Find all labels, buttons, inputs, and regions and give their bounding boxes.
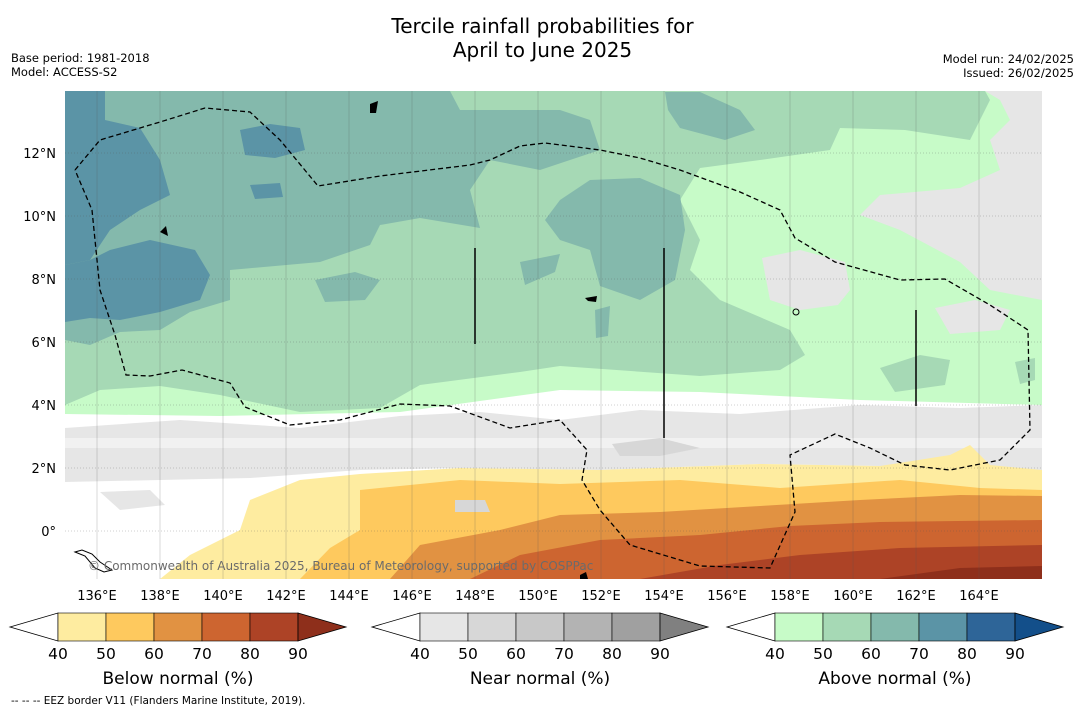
base-period: Base period: 1981-2018 xyxy=(11,51,150,65)
lon-label: 138°E xyxy=(140,589,180,604)
footnote: -- -- -- EEZ border V11 (Flanders Marine… xyxy=(11,695,306,707)
lon-label: 152°E xyxy=(581,589,621,604)
colorbar-title: Below normal (%) xyxy=(103,669,254,689)
island-mark xyxy=(73,549,114,573)
colorbar-tick: 50 xyxy=(458,645,478,663)
graticule xyxy=(65,152,1042,532)
lon-label: 154°E xyxy=(644,589,684,604)
island-mark xyxy=(580,572,588,579)
lon-label: 142°E xyxy=(266,589,306,604)
colorbar-tick: 90 xyxy=(288,645,308,663)
meta-left: Base period: 1981-2018 Model: ACCESS-S2 xyxy=(11,51,150,79)
colorbar-low-arrow xyxy=(370,612,421,642)
eez-border xyxy=(74,107,1031,569)
colorbar-segment xyxy=(515,612,565,642)
colorbar-tick: 80 xyxy=(602,645,622,663)
colorbar-tick: 60 xyxy=(861,645,881,663)
colorbar-segment xyxy=(918,612,968,642)
colorbar-tick: 70 xyxy=(909,645,929,663)
model-name: Model: ACCESS-S2 xyxy=(11,65,118,79)
lon-label: 140°E xyxy=(203,589,243,604)
colorbar: 40 50 60 70 80 90 Below normal (%) xyxy=(8,612,348,689)
lon-label: 160°E xyxy=(833,589,873,604)
colorbar-tick: 60 xyxy=(506,645,526,663)
colorbar-tick: 50 xyxy=(813,645,833,663)
lon-labels: 136°E 138°E 140°E 142°E 144°E 146°E 148°… xyxy=(77,589,999,604)
colorbar-title: Above normal (%) xyxy=(818,669,971,689)
colorbar-segment xyxy=(467,612,517,642)
model-run: Model run: 24/02/2025 xyxy=(942,52,1074,66)
colorbar-low-arrow xyxy=(725,612,776,642)
lon-label: 158°E xyxy=(770,589,810,604)
title-line-1: Tercile rainfall probabilities for xyxy=(391,14,694,38)
colorbar-tick: 90 xyxy=(650,645,670,663)
colorbar-low-arrow xyxy=(8,612,59,642)
colorbar-segment xyxy=(563,612,613,642)
lon-label: 164°E xyxy=(959,589,999,604)
island-mark xyxy=(160,226,168,236)
lat-label: 2°N xyxy=(32,462,57,477)
meta-right: Model run: 24/02/2025 Issued: 26/02/2025 xyxy=(943,52,1074,80)
colorbar-segment xyxy=(249,612,299,642)
colorbar-tick: 40 xyxy=(48,645,68,663)
colorbar-segment xyxy=(57,612,107,642)
colorbar-tick: 70 xyxy=(554,645,574,663)
colorbar-high-arrow xyxy=(659,612,710,642)
map-title: Tercile rainfall probabilities for April… xyxy=(0,14,1085,62)
title-line-2: April to June 2025 xyxy=(452,38,633,62)
colorbar-segment xyxy=(870,612,920,642)
island-mark xyxy=(792,308,800,316)
colorbar-segment xyxy=(153,612,203,642)
lon-label: 136°E xyxy=(77,589,117,604)
lon-label: 146°E xyxy=(392,589,432,604)
island-mark xyxy=(370,101,378,113)
colorbar-tick: 80 xyxy=(957,645,977,663)
colorbar-high-arrow xyxy=(1014,612,1065,642)
colorbar-tick: 80 xyxy=(240,645,260,663)
colorbar-tick: 40 xyxy=(765,645,785,663)
colorbar-segment xyxy=(105,612,155,642)
colorbar-tick: 40 xyxy=(410,645,430,663)
map-fill: © Commonwealth of Australia 2025, Bureau… xyxy=(65,91,1042,579)
colorbar-segment xyxy=(201,612,251,642)
lat-label: 10°N xyxy=(23,210,56,225)
colorbar-title: Near normal (%) xyxy=(470,669,610,689)
issued-date: Issued: 26/02/2025 xyxy=(963,66,1074,80)
lat-label: 0° xyxy=(41,525,56,540)
colorbar-tick: 70 xyxy=(192,645,212,663)
colorbar-tick: 60 xyxy=(144,645,164,663)
colorbar-segment xyxy=(611,612,661,642)
lon-label: 144°E xyxy=(329,589,369,604)
colorbar-segment xyxy=(966,612,1016,642)
lat-label: 4°N xyxy=(32,399,57,414)
colorbar: 40 50 60 70 80 90 Above normal (%) xyxy=(725,612,1065,689)
colorbars: 40 50 60 70 80 90 Below normal (%) 40 50 60 70 80 90… xyxy=(8,612,1065,689)
colorbar-tick: 50 xyxy=(96,645,116,663)
lat-label: 12°N xyxy=(23,147,56,162)
colorbar-high-arrow xyxy=(297,612,348,642)
colorbar: 40 50 60 70 80 90 Near normal (%) xyxy=(370,612,710,689)
lon-label: 148°E xyxy=(455,589,495,604)
lon-label: 150°E xyxy=(518,589,558,604)
colorbar-segment xyxy=(822,612,872,642)
colorbar-segment xyxy=(419,612,469,642)
colorbar-tick: 90 xyxy=(1005,645,1025,663)
colorbar-segment xyxy=(774,612,824,642)
lon-label: 156°E xyxy=(707,589,747,604)
copyright-text: © Commonwealth of Australia 2025, Bureau… xyxy=(88,559,593,573)
island-mark xyxy=(585,296,597,302)
lat-label: 6°N xyxy=(32,336,57,351)
lat-label: 8°N xyxy=(32,273,57,288)
lon-label: 162°E xyxy=(896,589,936,604)
lat-labels: 12°N 10°N 8°N 6°N 4°N 2°N 0° xyxy=(23,147,56,540)
